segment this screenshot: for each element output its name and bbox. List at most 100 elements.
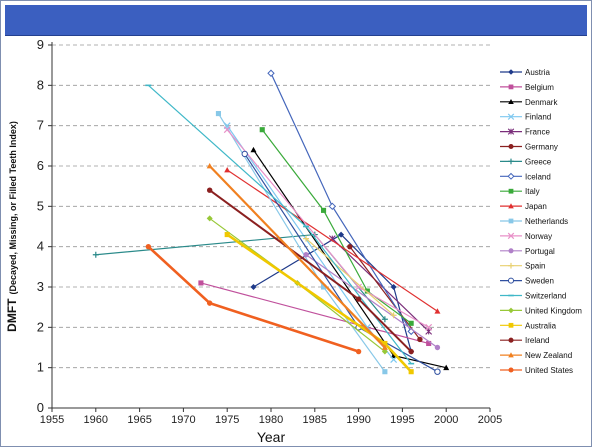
legend-label: Japan: [525, 202, 547, 211]
data-point: [355, 296, 362, 302]
legend-entry: Australia: [500, 321, 557, 330]
data-point: [259, 127, 265, 133]
data-point: [206, 163, 213, 169]
series-line: [147, 245, 360, 353]
data-point: [408, 348, 414, 355]
legend: Austria Belgium Denmark Finland France German…: [500, 68, 582, 375]
legend-swatch-marker: [508, 337, 514, 343]
data-point: [381, 316, 388, 323]
legend-swatch-marker: [508, 367, 514, 373]
data-point: [381, 344, 388, 350]
series-line: [331, 238, 430, 332]
data-point: [390, 356, 398, 364]
data-point: [390, 352, 397, 358]
x-tick-label: 2000: [434, 414, 458, 426]
grid-layer: [52, 44, 490, 369]
series-line: [226, 169, 438, 312]
data-point: [206, 215, 213, 222]
data-point: [321, 284, 327, 290]
y-axis-title-main: DMFT: [5, 298, 19, 332]
data-point: [206, 187, 213, 193]
legend-entry: Finland: [500, 113, 551, 122]
legend-entry: Norway: [500, 232, 552, 241]
data-point: [241, 150, 248, 158]
y-tick-label: 0: [37, 400, 44, 415]
legend-label: Iceland: [525, 172, 551, 181]
legend-swatch-marker: [508, 218, 514, 224]
legend-label: Austria: [525, 68, 550, 77]
legend-label: Australia: [525, 321, 557, 330]
series-japan: [224, 167, 441, 314]
legend-label: United Kingdom: [525, 306, 582, 315]
legend-label: Ireland: [525, 336, 549, 345]
x-tick-label: 1975: [215, 414, 239, 426]
legend-label: Portugal: [525, 247, 555, 256]
series-line: [270, 72, 412, 332]
legend-entry: Germany: [500, 143, 558, 152]
legend-entry: Greece: [500, 157, 552, 166]
legend-entry: Spain: [500, 262, 545, 271]
data-point: [355, 348, 362, 355]
legend-swatch-marker: [508, 322, 514, 328]
legend-swatch-marker: [508, 158, 514, 165]
legend-entry: Iceland: [500, 172, 551, 181]
legend-swatch-marker: [508, 69, 514, 75]
x-tick-label: 1955: [40, 414, 64, 426]
legend-label: United States: [525, 366, 573, 375]
axes-layer: 0 1 2 3 4 5 6 7 8 9 1955 1960 1965 1970 1975 1980 1985 19…: [37, 37, 502, 426]
legend-entry: Japan: [500, 202, 547, 211]
legend-entry: Portugal: [500, 247, 555, 256]
legend-label: Netherlands: [525, 217, 568, 226]
data-point: [426, 340, 432, 347]
data-point: [355, 283, 363, 291]
legend-entry: Switzerland: [500, 292, 566, 301]
legend-swatch-marker: [508, 84, 514, 90]
legend-entry: Italy: [500, 187, 540, 196]
y-tick-label: 8: [37, 77, 44, 92]
legend-entry: Ireland: [500, 336, 549, 345]
data-point: [338, 231, 345, 238]
legend-swatch-marker: [508, 99, 514, 105]
legend-entry: Denmark: [500, 98, 558, 107]
x-tick-label: 1965: [127, 414, 151, 426]
y-tick-label: 4: [37, 239, 44, 254]
legend-label: New Zealand: [525, 351, 572, 360]
series-australia: [224, 232, 414, 375]
data-point: [417, 336, 423, 343]
y-axis-title: DMFT (Decayed, Missing, or Filled Teeth I…: [5, 121, 19, 332]
y-axis-title-sub: (Decayed, Missing, or Filled Teeth Index…: [8, 121, 18, 294]
legend-label: Germany: [525, 143, 558, 152]
series-line: [349, 246, 421, 340]
data-point: [92, 251, 99, 258]
series-sweden: [241, 150, 441, 375]
legend-swatch-marker: [507, 128, 515, 135]
series-layer: [92, 69, 450, 375]
y-tick-label: 7: [37, 118, 44, 133]
data-point: [250, 146, 257, 153]
data-point: [382, 340, 388, 347]
series-norway: [223, 126, 433, 331]
legend-swatch-marker: [508, 143, 514, 150]
y-tick-label: 9: [37, 37, 44, 52]
y-tick-label: 3: [37, 279, 44, 294]
legend-entry: France: [500, 128, 550, 137]
data-point: [303, 235, 310, 242]
data-point: [206, 300, 213, 306]
legend-swatch-marker: [507, 113, 515, 120]
title-banner: [5, 5, 587, 36]
data-point: [224, 232, 230, 238]
legend-label: Sweden: [525, 277, 554, 286]
y-tick-label: 5: [37, 198, 44, 213]
data-point: [224, 167, 231, 173]
legend-label: Switzerland: [525, 292, 566, 301]
legend-label: Belgium: [525, 83, 554, 92]
y-tick-label: 1: [37, 360, 44, 375]
x-tick-label: 2005: [478, 414, 502, 426]
data-point: [250, 284, 257, 290]
legend-label: Finland: [525, 113, 551, 122]
legend-entry: Austria: [500, 68, 550, 77]
data-point: [390, 284, 397, 290]
x-tick-label: 1980: [259, 414, 283, 426]
